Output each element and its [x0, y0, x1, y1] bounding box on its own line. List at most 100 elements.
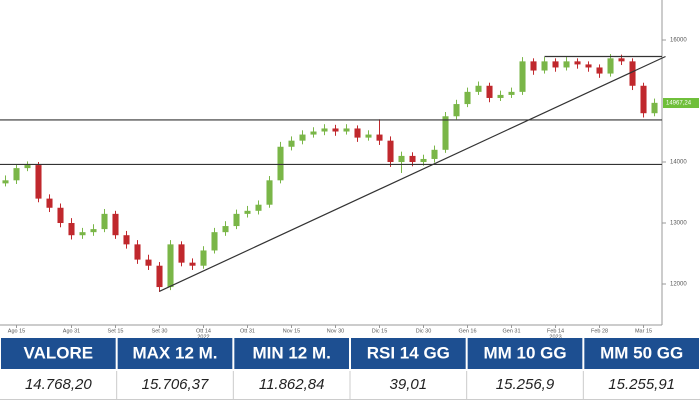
candle-body: [112, 213, 119, 236]
candle-body: [266, 180, 273, 205]
x-tick-label: Ott 14: [196, 328, 211, 334]
table-value: 15.706,37: [142, 376, 209, 393]
candle-body: [497, 94, 504, 98]
x-tick-label: Feb 14: [547, 328, 564, 334]
x-tick-label: Ago 15: [8, 328, 25, 334]
x-year-label: 2023: [549, 334, 561, 340]
candle-body: [464, 91, 471, 105]
x-tick-label: Gen 31: [502, 328, 520, 334]
candle-body: [13, 168, 20, 181]
candle-body: [222, 226, 229, 233]
candle-body: [442, 116, 449, 150]
candle-body: [563, 61, 570, 68]
candle-body: [409, 155, 416, 163]
trendline: [159, 55, 666, 292]
table-header: VALORE: [24, 343, 94, 362]
table-value: 11.862,84: [259, 376, 325, 393]
candle-body: [640, 85, 647, 114]
candle-body: [541, 61, 548, 71]
candle-body: [24, 165, 31, 169]
table-header: MM 10 GG: [483, 343, 566, 362]
table-value: 14.768,20: [25, 376, 92, 393]
candle-body: [123, 235, 130, 245]
candle-body: [299, 134, 306, 141]
table-header-cell: [584, 338, 699, 369]
last-price-box: [663, 98, 699, 109]
candle-body: [420, 158, 427, 163]
x-tick-label: Nov 15: [283, 328, 300, 334]
candle-body: [200, 250, 207, 266]
table-header: MM 50 GG: [600, 343, 683, 362]
candle-body: [618, 58, 625, 62]
candle-body: [321, 128, 328, 132]
candle-body: [343, 128, 350, 132]
x-tick-label: Dic 30: [416, 328, 432, 334]
candle-body: [288, 140, 295, 147]
candle-body: [398, 155, 405, 163]
candle-body: [277, 146, 284, 181]
y-tick-label: 14000: [670, 160, 687, 166]
table-header-cell: [117, 338, 233, 369]
candle-body: [79, 232, 86, 236]
candle-body: [178, 244, 185, 263]
candle-body: [596, 67, 603, 74]
candle-body: [508, 91, 515, 95]
table-value: 15.256,9: [496, 376, 555, 393]
candle-body: [35, 165, 42, 199]
table-header-cell: [1, 338, 116, 369]
table-header-cell: [467, 338, 583, 369]
candle-body: [90, 229, 97, 233]
candle-body: [486, 85, 493, 98]
last-price-label: 14967,24: [666, 101, 692, 107]
table-header: RSI 14 GG: [367, 343, 450, 362]
candle-body: [475, 85, 482, 92]
table-value: 15.255,91: [608, 376, 675, 393]
candle-body: [629, 61, 636, 86]
candle-body: [332, 128, 339, 132]
table-header-cell: [351, 338, 466, 369]
candle-body: [211, 232, 218, 251]
candle-body: [68, 223, 75, 236]
candle-body: [552, 61, 559, 68]
table-header-cell: [234, 338, 349, 369]
candle-body: [255, 204, 262, 211]
x-tick-label: Set 30: [152, 328, 168, 334]
x-tick-label: Nov 30: [327, 328, 344, 334]
candle-body: [607, 58, 614, 74]
y-tick-label: 12000: [670, 282, 687, 288]
y-tick-label: 13000: [670, 221, 687, 227]
x-tick-label: Ago 31: [63, 328, 80, 334]
candle-body: [46, 198, 53, 208]
candle-body: [310, 131, 317, 135]
x-year-label: 2022: [197, 334, 209, 340]
candle-body: [101, 213, 108, 230]
candle-body: [519, 61, 526, 92]
candle-body: [354, 128, 361, 138]
candle-body: [376, 134, 383, 141]
candle-body: [431, 149, 438, 159]
candle-body: [244, 210, 251, 214]
candle-body: [57, 207, 64, 224]
x-tick-label: Set 15: [108, 328, 124, 334]
candle-body: [365, 134, 372, 138]
candle-body: [387, 140, 394, 163]
candle-body: [189, 262, 196, 266]
candle-body: [2, 180, 9, 184]
candle-body: [145, 259, 152, 266]
candle-body: [167, 244, 174, 288]
candle-body: [574, 61, 581, 65]
x-tick-label: Feb 28: [591, 328, 608, 334]
candle-body: [134, 244, 141, 260]
x-tick-label: Mar 15: [635, 328, 652, 334]
candle-body: [651, 102, 658, 114]
x-tick-label: Ott 31: [240, 328, 255, 334]
candle-body: [585, 64, 592, 68]
table-value: 39,01: [390, 376, 428, 393]
candle-body: [156, 265, 163, 288]
table-header: MIN 12 M.: [252, 343, 330, 362]
x-tick-label: Gen 16: [458, 328, 476, 334]
y-tick-label: 16000: [670, 38, 687, 44]
candle-body: [233, 213, 240, 227]
